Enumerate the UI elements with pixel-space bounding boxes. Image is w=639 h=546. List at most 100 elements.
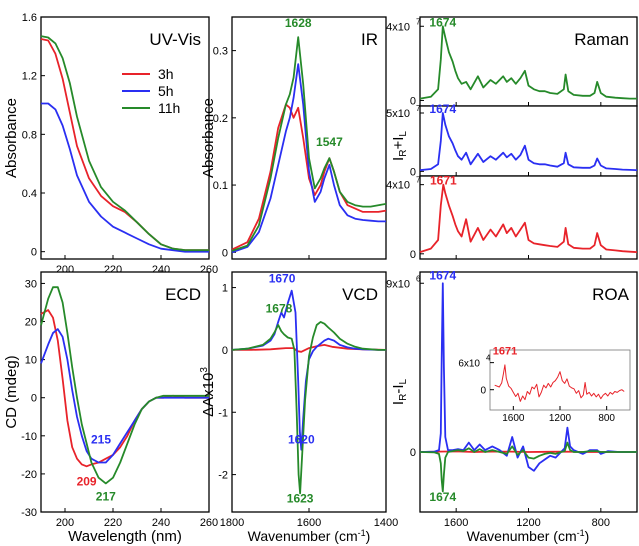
- ecd-xtick-label: 220: [104, 517, 122, 529]
- uvvis-ytick-label: 0.4: [22, 188, 37, 200]
- roa-ylabel: IR-IL: [390, 378, 409, 405]
- raman-3h-ytick-exponent: 7: [416, 176, 421, 185]
- ecd-panel: 200 220 240 260 -30 -20 -10 0 10 20 30 215 209 217 ECD: [21, 271, 218, 529]
- raman-5h-ytick-label: 5x10: [386, 108, 410, 120]
- roa-inset-peak-label: 1671: [493, 346, 517, 358]
- ecd-ytick-label: 0: [31, 393, 37, 405]
- ecd-xlabel: Wavelength (nm): [68, 528, 182, 545]
- ir-ytick-label: 0: [222, 247, 228, 259]
- ecd-ytick-label: 20: [25, 317, 37, 329]
- vcd-series-3h-line: [232, 344, 387, 353]
- roa-xtick-label: 1200: [516, 517, 540, 529]
- ir-series-3h-line: [231, 103, 387, 251]
- raman-11h-title: Raman: [574, 30, 629, 49]
- roa-peak-label: 1674: [429, 490, 456, 504]
- ecd-ytick-label: 30: [25, 278, 37, 290]
- roa-peak-label: 1674: [429, 269, 456, 283]
- ir-ytick-label: 0.1: [213, 180, 228, 192]
- vcd-ytick-label: 1: [222, 283, 228, 295]
- roa-inset-series-3h-line: [494, 364, 625, 402]
- roa-title: ROA: [592, 285, 630, 304]
- ir-plot-frame: [231, 16, 387, 260]
- ir-ylabel: Absorbance: [200, 98, 217, 178]
- uvvis-ytick-label: 1.6: [22, 12, 37, 24]
- raman-5h-peak-label: 1674: [429, 102, 456, 116]
- vcd-ytick-label: -2: [218, 470, 228, 482]
- ecd-peak-label: 217: [96, 490, 116, 504]
- raman-11h-panel: 0 4x10 7 1674 Raman: [386, 15, 638, 107]
- raman-ylabel: IR+IL: [390, 131, 409, 161]
- roa-inset-xtick-label: 1200: [549, 413, 572, 424]
- roa-series-5h-line: [419, 282, 637, 472]
- vcd-ytick-label: 0: [222, 345, 228, 357]
- vcd-ylabel: ΔAx103: [199, 367, 217, 417]
- raman-3h-ytick-label: 4x10: [386, 180, 410, 192]
- roa-inset-xtick-label: 1600: [502, 413, 525, 424]
- uvvis-series-5h-line: [41, 102, 209, 253]
- vcd-panel: 1800 1600 1400 -2 -1 0 1 1670 1678 1620 1623 VCD: [218, 271, 398, 529]
- ecd-ytick-label: -30: [21, 507, 37, 519]
- roa-xtick-label: 800: [592, 517, 610, 529]
- raman-3h-ytick-label: 0: [410, 249, 416, 261]
- ecd-ytick-label: 10: [25, 355, 37, 367]
- roa-ytick-label: 9x10: [386, 278, 410, 290]
- uvvis-series-11h-line: [40, 35, 209, 252]
- vcd-peak-label: 1620: [288, 432, 315, 446]
- ir-panel: 0 0.1 0.2 0.3 1628 1547 IR: [213, 16, 387, 260]
- raman-5h-ytick-exponent: 7: [416, 104, 421, 113]
- ecd-title: ECD: [165, 285, 201, 304]
- roa-inset-ytick-label: 0: [480, 386, 486, 397]
- raman-5h-panel: 0 5x10 7 1674: [386, 102, 638, 178]
- ir-title: IR: [361, 30, 378, 49]
- raman-5h-plot-frame: [419, 105, 638, 177]
- vcd-xtick-label: 1400: [374, 517, 398, 529]
- raman-11h-ytick-label: 4x10: [386, 21, 410, 33]
- raman-5h-ytick-label: 0: [410, 166, 416, 178]
- vcd-series-11h-line: [231, 321, 386, 495]
- vcd-peak-label: 1678: [266, 302, 293, 316]
- roa-inset-plot-frame: [489, 349, 631, 411]
- uvvis-ylabel: Absorbance: [3, 98, 20, 178]
- vcd-title: VCD: [342, 285, 378, 304]
- roa-ytick-label: 0: [410, 447, 416, 459]
- ecd-plot-frame: [40, 271, 210, 513]
- ecd-series-5h-line: [40, 328, 209, 464]
- vcd-peak-label: 1670: [269, 272, 296, 286]
- ir-peak-label: 1547: [316, 135, 343, 149]
- raman-3h-panel: 0 4x10 7 1671: [386, 174, 638, 261]
- ecd-series-11h-line: [40, 286, 209, 485]
- vcd-xtick-label: 1600: [297, 517, 321, 529]
- ecd-xtick-label: 260: [200, 517, 218, 529]
- vcd-xtick-label: 1800: [220, 517, 244, 529]
- roa-inset-ytick-label: 6x10: [458, 359, 480, 370]
- ir-peak-label: 1628: [285, 16, 312, 30]
- raman-11h-ytick-exponent: 7: [416, 17, 421, 26]
- ir-series-11h-line: [231, 36, 387, 252]
- uvvis-title: UV-Vis: [149, 30, 201, 49]
- roa-xtick-label: 1600: [444, 517, 468, 529]
- vcd-plot-frame: [231, 271, 387, 513]
- raman-5h-series-5h-line: [419, 112, 638, 172]
- roa-inset-xtick-label: 800: [598, 413, 615, 424]
- raman-3h-series-3h-line: [419, 183, 638, 253]
- roa-series-11h-line: [419, 441, 637, 493]
- uvvis-plot-frame: [40, 16, 210, 260]
- raman-11h-peak-label: 1674: [429, 15, 456, 29]
- vcd-xlabel: Wavenumber (cm-1): [248, 528, 371, 544]
- raman-11h-ytick-label: 0: [410, 95, 416, 107]
- uvvis-ytick-label: 0: [31, 247, 37, 259]
- ir-ytick-label: 0.2: [213, 113, 228, 125]
- roa-inset-ytick-exponent: 4: [486, 354, 491, 363]
- ecd-peak-label: 215: [91, 432, 111, 446]
- ecd-ytick-label: -10: [21, 431, 37, 443]
- roa-ytick-exponent: 6: [416, 274, 421, 283]
- legend-label-5h: 5h: [158, 83, 174, 99]
- ecd-ytick-label: -20: [21, 469, 37, 481]
- uvvis-ytick-label: 0.8: [22, 129, 37, 141]
- raman-11h-series-11h-line: [419, 25, 637, 100]
- legend-label-3h: 3h: [158, 66, 174, 82]
- ecd-xtick-label: 240: [152, 517, 170, 529]
